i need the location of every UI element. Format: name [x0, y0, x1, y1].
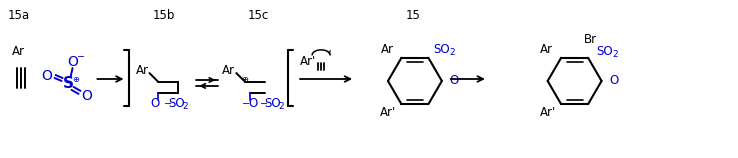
Text: Ar: Ar — [222, 64, 235, 77]
Text: 2: 2 — [612, 50, 618, 59]
Text: 15: 15 — [405, 9, 421, 22]
Text: Ar: Ar — [135, 64, 148, 77]
Text: ⊕: ⊕ — [241, 75, 248, 83]
Text: −: − — [77, 52, 86, 62]
Text: 2: 2 — [278, 102, 284, 111]
Text: ⊕: ⊕ — [72, 75, 79, 83]
Text: 2: 2 — [449, 48, 455, 57]
Text: O: O — [450, 74, 459, 88]
Text: 2: 2 — [182, 102, 188, 111]
Text: 15a: 15a — [7, 9, 30, 22]
Text: 15c: 15c — [247, 9, 269, 22]
Text: O: O — [151, 97, 160, 110]
Text: −: − — [165, 99, 173, 109]
Text: SO: SO — [264, 97, 280, 110]
Text: Ar': Ar' — [540, 106, 556, 119]
Text: O: O — [81, 89, 92, 103]
Text: 15b: 15b — [152, 9, 175, 22]
Text: −: − — [242, 99, 250, 109]
Text: Ar: Ar — [12, 45, 25, 58]
Text: −: − — [260, 99, 268, 109]
Text: SO: SO — [433, 43, 450, 56]
Text: S: S — [63, 76, 74, 91]
Text: O: O — [610, 74, 618, 88]
Text: O: O — [67, 55, 78, 69]
Text: Ar: Ar — [381, 43, 393, 56]
Text: Ar': Ar' — [300, 55, 316, 68]
Text: Br: Br — [584, 33, 596, 46]
Text: SO: SO — [596, 45, 613, 58]
Text: Ar': Ar' — [380, 106, 396, 119]
Text: SO: SO — [168, 97, 184, 110]
Text: O: O — [41, 69, 52, 83]
Text: O: O — [249, 97, 258, 110]
Text: Ar: Ar — [540, 43, 554, 56]
